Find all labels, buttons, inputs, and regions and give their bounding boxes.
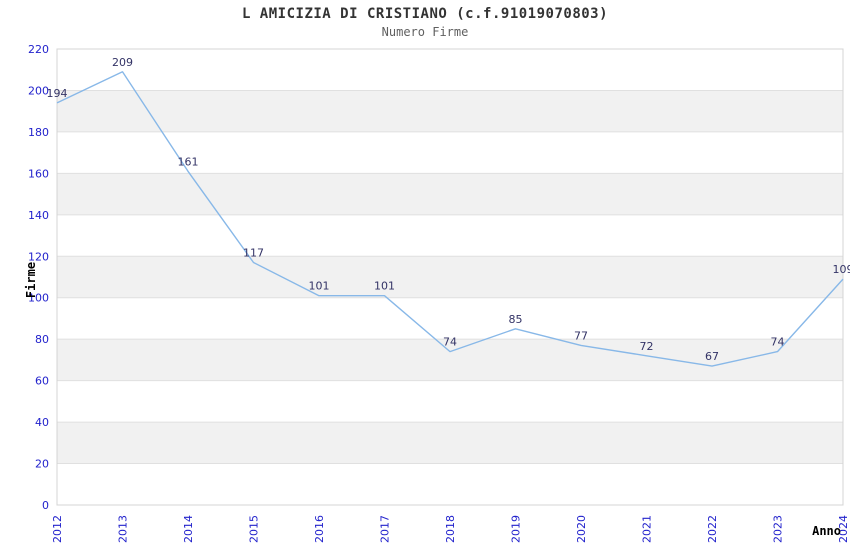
x-tick-label: 2022 xyxy=(706,515,719,543)
data-point-label: 77 xyxy=(574,329,588,342)
grid-band xyxy=(57,90,843,132)
y-tick-label: 80 xyxy=(35,333,49,346)
x-tick-label: 2014 xyxy=(182,515,195,543)
data-point-label: 74 xyxy=(443,336,457,349)
y-tick-label: 220 xyxy=(28,43,49,56)
x-tick-label: 2012 xyxy=(51,515,64,543)
chart-title: L AMICIZIA DI CRISTIANO (c.f.91019070803… xyxy=(241,6,609,22)
grid-band xyxy=(57,422,843,464)
y-tick-label: 160 xyxy=(28,167,49,180)
data-point-label: 85 xyxy=(509,313,523,326)
data-point-label: 72 xyxy=(640,340,654,353)
y-tick-label: 100 xyxy=(28,292,49,305)
data-point-label: 67 xyxy=(705,350,719,363)
grid-band xyxy=(57,256,843,298)
y-tick-label: 140 xyxy=(28,209,49,222)
x-axis-title: Anno xyxy=(812,524,841,538)
x-tick-label: 2017 xyxy=(379,515,392,543)
data-point-label: 109 xyxy=(833,263,850,276)
y-tick-label: 40 xyxy=(35,416,49,429)
y-tick-label: 120 xyxy=(28,250,49,263)
y-tick-label: 20 xyxy=(35,458,49,471)
x-tick-label: 2018 xyxy=(444,515,457,543)
x-tick-label: 2013 xyxy=(117,515,130,543)
chart-subtitle: Numero Firme xyxy=(381,25,469,39)
x-tick-label: 2021 xyxy=(641,515,654,543)
data-point-label: 117 xyxy=(243,246,264,259)
plot-border xyxy=(56,48,844,506)
grid-band xyxy=(57,173,843,215)
x-tick-label: 2020 xyxy=(575,515,588,543)
y-tick-label: 0 xyxy=(42,499,49,512)
y-axis-title: Firme xyxy=(24,261,38,299)
x-tick-label: 2019 xyxy=(510,515,523,543)
data-point-label: 194 xyxy=(47,87,68,100)
x-tick-label: 2024 xyxy=(837,515,850,543)
data-point-label: 161 xyxy=(178,155,199,168)
x-tick-label: 2023 xyxy=(772,515,785,543)
y-tick-label: 60 xyxy=(35,375,49,388)
y-tick-label: 200 xyxy=(28,84,49,97)
x-tick-label: 2015 xyxy=(248,515,261,543)
data-line xyxy=(56,71,844,367)
data-point-label: 74 xyxy=(771,336,785,349)
y-tick-label: 180 xyxy=(28,126,49,139)
grid-band xyxy=(57,339,843,381)
data-point-label: 209 xyxy=(112,56,133,69)
data-point-label: 101 xyxy=(374,280,395,293)
data-point-label: 101 xyxy=(309,280,330,293)
x-tick-label: 2016 xyxy=(313,515,326,543)
